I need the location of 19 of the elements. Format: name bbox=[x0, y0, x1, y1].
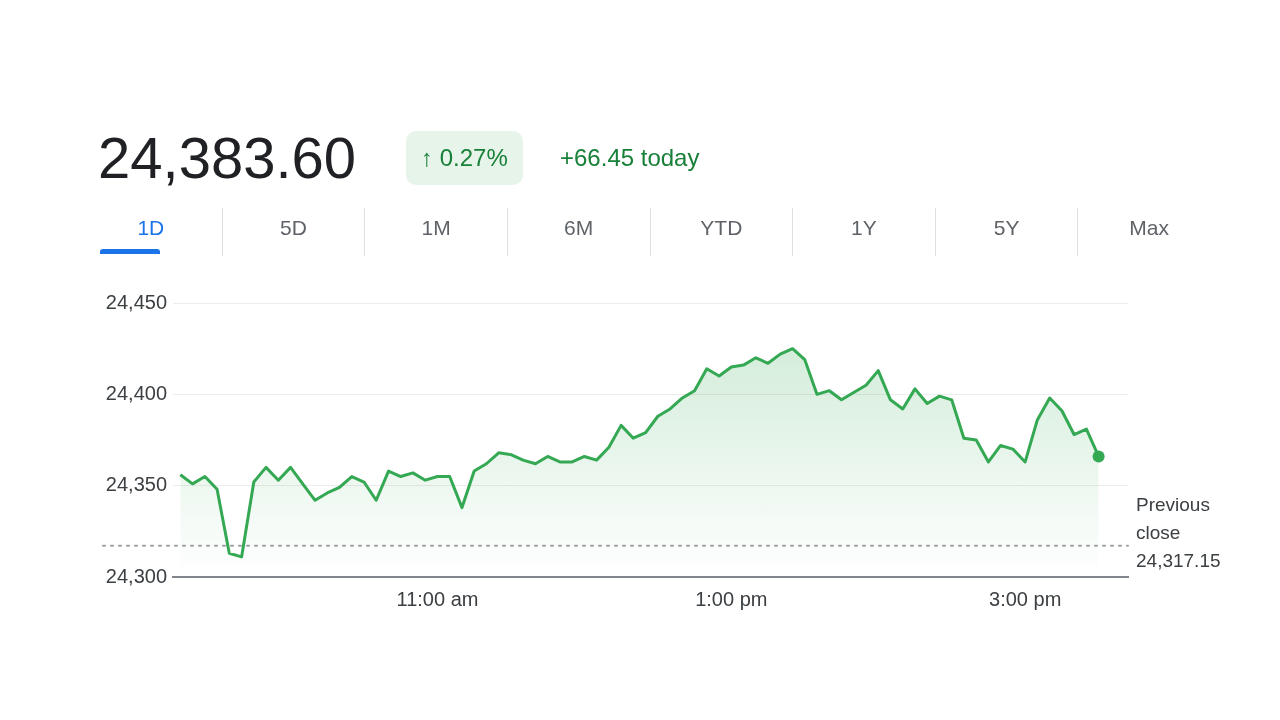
text: 5D bbox=[221, 208, 365, 256]
text: 1Y bbox=[792, 208, 935, 256]
y-tick-label: 24,350 bbox=[105, 473, 167, 496]
y-tick-label: 24,400 bbox=[105, 381, 167, 404]
x-tick-label: 3:00 pm bbox=[989, 587, 1062, 610]
text: ↑ 0.27% bbox=[406, 131, 523, 185]
x-tick-label: 11:00 am bbox=[396, 587, 479, 610]
text: +66.45 today bbox=[560, 143, 700, 173]
text: 1M bbox=[364, 208, 507, 256]
text: 1D bbox=[136, 215, 166, 241]
text: 6M bbox=[506, 208, 650, 256]
x-tick-label: 1:00 pm bbox=[695, 587, 768, 610]
y-tick-label: 24,300 bbox=[105, 564, 167, 587]
text: 5Y bbox=[934, 208, 1078, 256]
text: Max bbox=[1077, 208, 1220, 256]
text: YTD bbox=[649, 208, 793, 256]
y-tick-label: 24,450 bbox=[105, 290, 167, 313]
chart-title: 24,383.60 bbox=[98, 124, 357, 191]
ref-line-label: Previous close 24,317.15 bbox=[1136, 493, 1221, 571]
